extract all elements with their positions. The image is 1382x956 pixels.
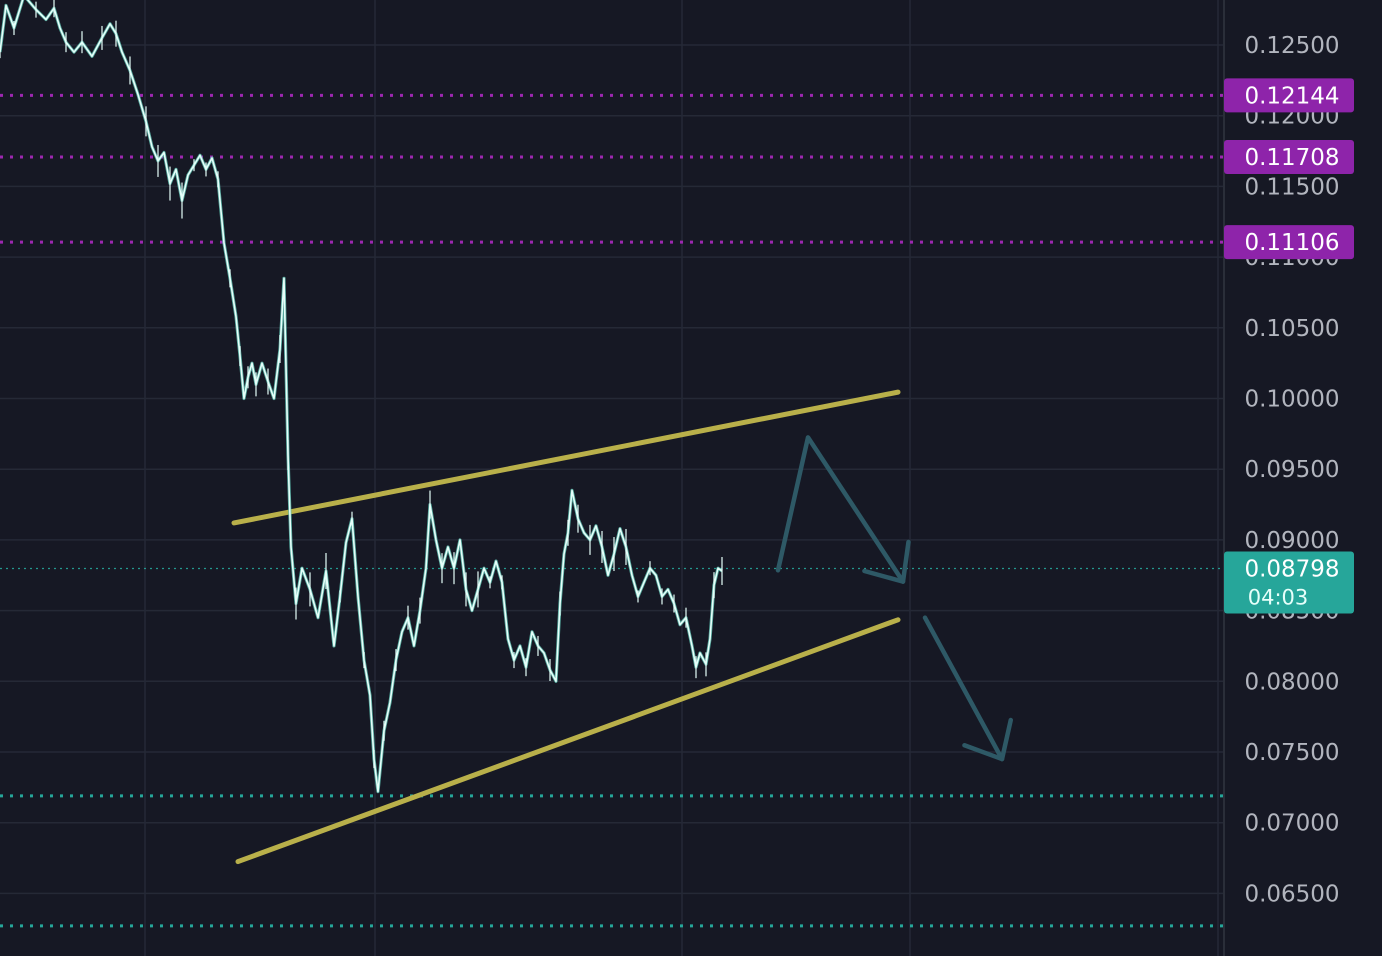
level-price-label: 0.12144: [1244, 83, 1339, 109]
price-series: [0, 0, 723, 794]
y-tick-label: 0.07000: [1244, 811, 1339, 837]
level-price-label: 0.11708: [1244, 145, 1339, 171]
y-tick-label: 0.09500: [1244, 457, 1339, 483]
level-price-tag: [1224, 78, 1354, 113]
current-price-label: 0.08798: [1244, 556, 1339, 582]
price-tags: 0.12144 0.11708 0.11106 0.08798 04:03: [1224, 78, 1354, 614]
projection-arrow: [922, 615, 1005, 762]
y-tick-label: 0.10500: [1244, 316, 1339, 342]
trendline: [231, 389, 901, 526]
level-price-tag: [1224, 139, 1354, 174]
series-line-shadow: [0, 0, 723, 794]
y-tick-label: 0.09000: [1244, 528, 1339, 554]
arrowhead: [862, 539, 911, 584]
trendlines: [231, 389, 901, 865]
grid-lines: [0, 0, 1224, 956]
projection-arrow: [775, 435, 906, 584]
horizontal-levels: [0, 93, 1224, 928]
y-tick-label: 0.06500: [1244, 881, 1339, 907]
y-tick-label: 0.07500: [1244, 740, 1339, 766]
level-price-label: 0.11106: [1244, 230, 1339, 256]
y-tick-label: 0.08000: [1244, 669, 1339, 695]
y-tick-label: 0.10000: [1244, 387, 1339, 413]
series-line: [0, 0, 723, 793]
current-price-tag: [1224, 551, 1354, 614]
y-tick-label: 0.12500: [1244, 33, 1339, 59]
arrowhead: [962, 717, 1014, 762]
level-price-tag: [1224, 225, 1354, 260]
y-tick-label: 0.11500: [1244, 174, 1339, 200]
trendline: [235, 617, 901, 865]
projection-arrows: [775, 435, 1014, 762]
countdown-label: 04:03: [1248, 585, 1309, 609]
